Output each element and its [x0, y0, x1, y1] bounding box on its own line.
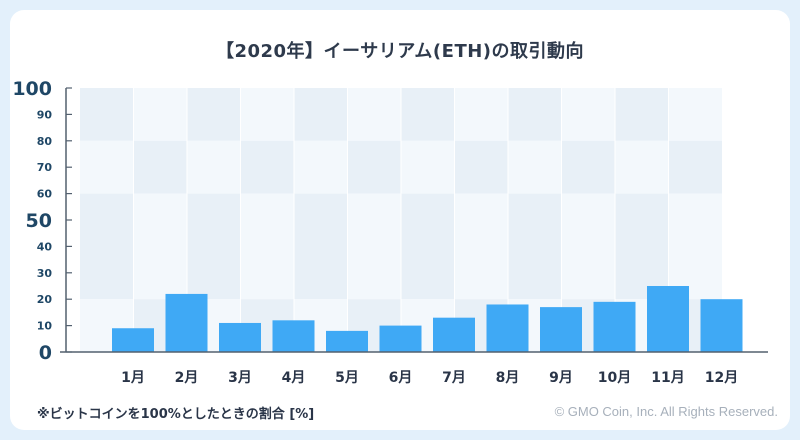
y-tick-label: 0	[39, 342, 52, 364]
y-tick-label: 100	[12, 78, 52, 100]
plot-band	[668, 140, 722, 194]
x-tick-label: 7月	[442, 370, 466, 386]
plot-band	[240, 88, 294, 141]
plot-band	[454, 88, 508, 141]
y-tick-label: 60	[37, 188, 53, 201]
x-tick-label: 11月	[651, 370, 684, 386]
bar-6月	[379, 325, 422, 352]
plot-band	[80, 88, 134, 141]
y-tick-label: 40	[37, 240, 53, 253]
plot-band	[561, 88, 615, 141]
footnote: ※ビットコインを100%としたときの割合 [%]	[37, 407, 315, 422]
x-tick-label: 2月	[175, 370, 199, 386]
plot-band	[133, 140, 187, 194]
plot-band	[133, 193, 187, 300]
y-tick-label: 30	[37, 267, 53, 280]
bar-12月	[700, 299, 743, 352]
bar-8月	[486, 304, 529, 352]
x-tick-label: 4月	[282, 370, 306, 386]
bar-2月	[165, 293, 208, 352]
y-tick-label: 80	[37, 135, 53, 148]
plot-band	[294, 193, 348, 300]
plot-band	[187, 140, 241, 194]
bar-11月	[647, 286, 689, 352]
plot-band	[401, 193, 455, 300]
y-tick-label: 50	[26, 210, 52, 232]
x-tick-label: 5月	[335, 370, 359, 386]
y-tick-label: 70	[37, 161, 53, 174]
plot-band	[187, 88, 241, 141]
plot-band	[668, 193, 722, 300]
bar-5月	[326, 330, 368, 352]
bar-9月	[540, 307, 582, 352]
copyright: © GMO Coin, Inc. All Rights Reserved.	[554, 404, 778, 419]
plot-band	[347, 140, 401, 194]
bar-1月	[112, 328, 154, 352]
x-tick-label: 1月	[121, 370, 145, 386]
y-tick-label: 20	[37, 293, 53, 306]
plot-band	[401, 88, 455, 141]
plot-band	[347, 88, 401, 141]
plot-band	[615, 88, 669, 141]
bar-10月	[593, 301, 636, 352]
plot-band	[508, 140, 562, 194]
y-tick-label: 90	[37, 108, 53, 121]
chart-title: 【2020年】イーサリアム(ETH)の取引動向	[215, 41, 585, 62]
bar-7月	[433, 317, 475, 352]
plot-band	[80, 193, 134, 300]
x-tick-label: 10月	[598, 370, 631, 386]
plot-band	[294, 88, 348, 141]
plot-band	[615, 193, 669, 300]
plot-band	[401, 140, 455, 194]
bar-3月	[219, 322, 261, 352]
plot-band	[454, 140, 508, 194]
plot-band	[668, 88, 722, 141]
plot-band	[508, 88, 562, 141]
plot-band	[80, 140, 134, 194]
plot-band	[508, 193, 562, 300]
plot-band	[133, 88, 187, 141]
x-tick-label: 6月	[389, 370, 413, 386]
x-tick-label: 12月	[705, 370, 738, 386]
plot-band	[240, 140, 294, 194]
x-tick-label: 8月	[496, 370, 520, 386]
plot-band	[561, 193, 615, 300]
plot-band	[561, 140, 615, 194]
x-tick-label: 9月	[549, 370, 573, 386]
plot-band	[240, 193, 294, 300]
y-tick-label: 10	[37, 320, 53, 333]
plot-band	[294, 140, 348, 194]
plot-band	[615, 140, 669, 194]
plot-band	[187, 193, 241, 300]
bar-4月	[272, 320, 315, 352]
plot-band	[454, 193, 508, 300]
x-tick-label: 3月	[228, 370, 252, 386]
plot-band	[347, 193, 401, 300]
